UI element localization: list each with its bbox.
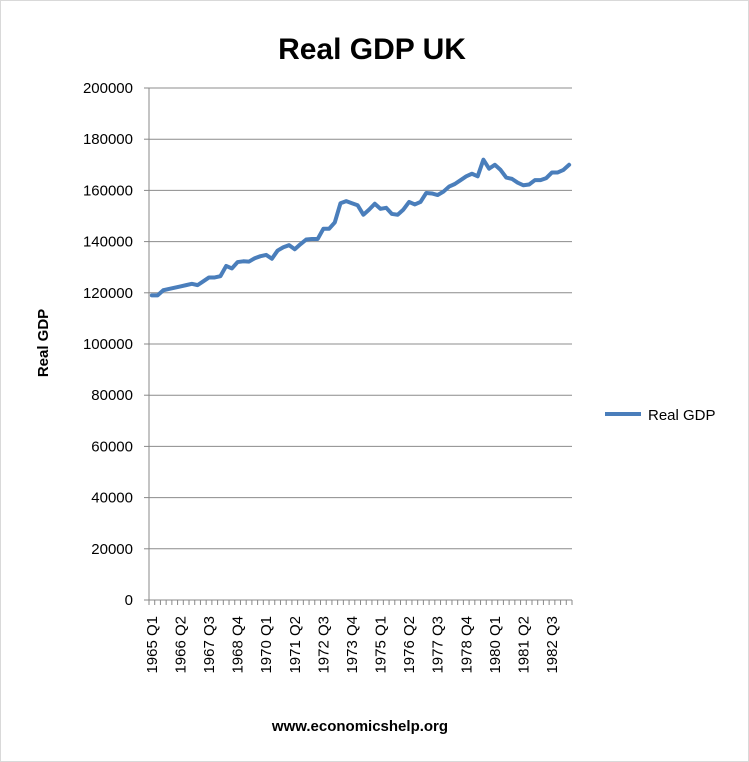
x-tick-label: 1972 Q3 (315, 616, 332, 674)
y-tick-label: 140000 (83, 234, 133, 251)
y-tick-label: 100000 (83, 336, 133, 353)
y-tick-label: 20000 (91, 541, 133, 558)
y-tick-label: 120000 (83, 285, 133, 302)
x-axis-title: www.economicshelp.org (271, 718, 448, 735)
y-tick-label: 0 (125, 592, 133, 609)
series-line-real-gdp (149, 157, 572, 298)
x-tick-label: 1980 Q1 (487, 616, 504, 674)
series-group (149, 157, 572, 298)
x-tick-label: 1966 Q2 (172, 616, 189, 674)
y-tick-label: 160000 (83, 182, 133, 199)
x-tick-label: 1975 Q1 (373, 616, 390, 674)
gridlines (144, 87, 572, 601)
x-tick-label: 1973 Q4 (344, 616, 361, 674)
legend: Real GDP (605, 407, 716, 424)
x-tick-label: 1976 Q2 (401, 616, 418, 674)
x-tick-label: 1970 Q1 (258, 616, 275, 674)
x-ticks (148, 600, 573, 605)
x-tick-label: 1968 Q4 (230, 616, 247, 674)
x-tick-label: 1965 Q1 (144, 616, 161, 674)
x-tick-label: 1977 Q3 (430, 616, 447, 674)
x-tick-label: 1971 Q2 (287, 616, 304, 674)
y-tick-label: 40000 (91, 490, 133, 507)
y-tick-label: 200000 (83, 80, 133, 97)
x-tick-label: 1981 Q2 (515, 616, 532, 674)
y-tick-label: 80000 (91, 387, 133, 404)
legend-label: Real GDP (648, 407, 716, 424)
y-axis-title: Real GDP (35, 309, 52, 377)
x-tick-label: 1967 Q3 (201, 616, 218, 674)
x-tick-label: 1978 Q4 (458, 616, 475, 674)
chart-title: Real GDP UK (278, 33, 466, 66)
y-tick-label: 180000 (83, 131, 133, 148)
y-tick-labels: 0 20000 40000 60000 80000 100000 120000 140000 1… (83, 80, 133, 609)
x-tick-label: 1982 Q3 (544, 616, 561, 674)
y-tick-label: 60000 (91, 438, 133, 455)
x-tick-labels: 1965 Q1 1966 Q2 1967 Q3 1968 Q4 1970 Q1 1971 … (144, 616, 561, 674)
